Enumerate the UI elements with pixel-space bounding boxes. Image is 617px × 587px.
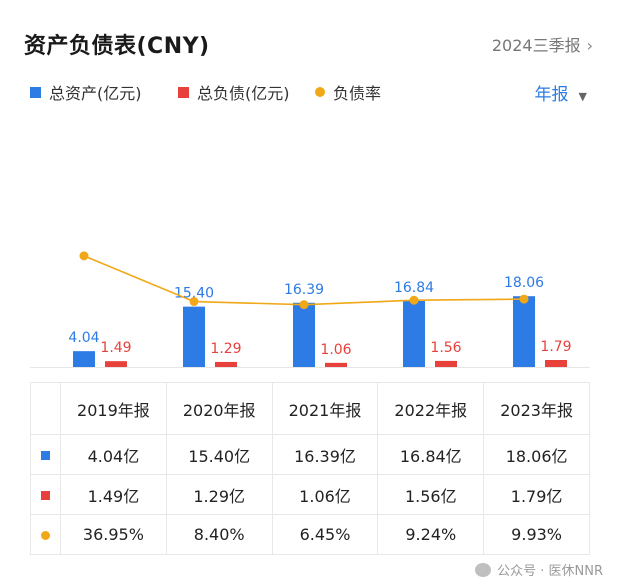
assets-bar xyxy=(183,306,205,367)
assets-swatch xyxy=(30,86,41,98)
assets-data-label: 4.04 xyxy=(68,330,99,346)
table-row-liabilities: 1.49亿 1.29亿 1.06亿 1.56亿 1.79亿 xyxy=(30,474,590,515)
table-cell: 1.49亿 xyxy=(60,474,167,515)
chart-legend: 总资产(亿元) 总负债(亿元) 负债率 年报 ▼ xyxy=(30,80,587,105)
legend-item-assets[interactable]: 总资产(亿元) xyxy=(30,80,142,104)
watermark: 公众号 · 医休NNR xyxy=(475,560,603,579)
assets-bar xyxy=(403,300,425,367)
table-cell: 18.06亿 xyxy=(483,434,590,475)
liabilities-data-label: 1.06 xyxy=(320,342,351,358)
ratio-marker-icon xyxy=(41,531,50,540)
table-cell: 6.45% xyxy=(271,514,379,555)
period-selector[interactable]: 2024三季报 › xyxy=(492,32,593,56)
assets-row-marker xyxy=(30,434,61,475)
table-cell: 1.79亿 xyxy=(483,474,590,515)
table-header-row: 2019年报 2020年报 2021年报 2022年报 2023年报 xyxy=(30,382,590,435)
watermark-text: 公众号 · 医休NNR xyxy=(497,564,603,579)
table-cell: 36.95% xyxy=(60,514,167,555)
period-label: 2024三季报 xyxy=(491,36,581,55)
liabilities-data-label: 1.49 xyxy=(100,340,131,356)
legend-label-liabilities: 总负债(亿元) xyxy=(197,84,290,103)
legend-label-ratio: 负债率 xyxy=(333,84,382,103)
table-header-cell: 2019年报 xyxy=(60,382,167,435)
data-table: 2019年报 2020年报 2021年报 2022年报 2023年报 4.04亿… xyxy=(30,382,590,555)
legend-label-assets: 总资产(亿元) xyxy=(49,84,142,103)
liabilities-bar xyxy=(325,362,347,367)
liabilities-bar xyxy=(105,361,127,367)
table-row-ratio: 36.95% 8.40% 6.45% 9.24% 9.93% xyxy=(30,514,590,555)
assets-data-label: 16.84 xyxy=(394,280,434,296)
table-row-assets: 4.04亿 15.40亿 16.39亿 16.84亿 18.06亿 xyxy=(30,434,590,475)
table-corner xyxy=(30,382,61,435)
table-header-cell: 2023年报 xyxy=(483,382,590,435)
caret-down-icon: ▼ xyxy=(578,90,587,103)
assets-bar xyxy=(73,351,95,367)
table-cell: 8.40% xyxy=(165,514,273,555)
table-header-cell: 2020年报 xyxy=(165,382,273,435)
wechat-icon xyxy=(475,562,492,577)
assets-bar xyxy=(513,296,535,367)
ratio-swatch xyxy=(315,87,325,97)
table-cell: 15.40亿 xyxy=(165,434,273,475)
liabilities-row-marker xyxy=(30,474,61,515)
ratio-row-marker xyxy=(30,514,61,555)
table-cell: 1.06亿 xyxy=(271,474,379,515)
ratio-point xyxy=(189,297,199,307)
table-cell: 16.39亿 xyxy=(271,434,379,475)
liabilities-swatch xyxy=(178,86,189,98)
table-header-cell: 2021年报 xyxy=(271,382,379,435)
balance-sheet-chart: 4.041.4915.401.2916.391.0616.841.5618.06… xyxy=(30,251,590,368)
liabilities-marker-icon xyxy=(41,491,50,500)
ratio-point xyxy=(409,295,419,305)
frequency-label: 年报 xyxy=(534,85,569,105)
liabilities-bar xyxy=(435,360,457,367)
ratio-point xyxy=(299,300,309,310)
liabilities-data-label: 1.56 xyxy=(430,340,461,356)
assets-bar xyxy=(293,302,315,367)
liabilities-bar xyxy=(215,361,237,367)
legend-item-ratio[interactable]: 负债率 xyxy=(315,80,381,104)
header: 资产负债表(CNY) 2024三季报 › xyxy=(24,28,593,60)
table-header-cell: 2022年报 xyxy=(377,382,485,435)
ratio-point xyxy=(519,294,529,304)
table-cell: 9.24% xyxy=(377,514,485,555)
frequency-dropdown[interactable]: 年报 ▼ xyxy=(535,80,587,105)
ratio-point xyxy=(79,251,89,261)
table-cell: 16.84亿 xyxy=(377,434,485,475)
table-cell: 4.04亿 xyxy=(60,434,167,475)
liabilities-data-label: 1.29 xyxy=(210,341,241,357)
table-cell: 1.56亿 xyxy=(377,474,485,515)
page-title: 资产负债表(CNY) xyxy=(24,34,210,59)
assets-marker-icon xyxy=(41,451,50,460)
assets-data-label: 16.39 xyxy=(284,282,324,298)
liabilities-data-label: 1.79 xyxy=(540,339,571,355)
table-cell: 1.29亿 xyxy=(165,474,273,515)
assets-data-label: 18.06 xyxy=(504,275,544,291)
legend-item-liabilities[interactable]: 总负债(亿元) xyxy=(178,80,290,104)
table-cell: 9.93% xyxy=(483,514,590,555)
chevron-right-icon: › xyxy=(586,36,593,55)
liabilities-bar xyxy=(545,359,567,367)
